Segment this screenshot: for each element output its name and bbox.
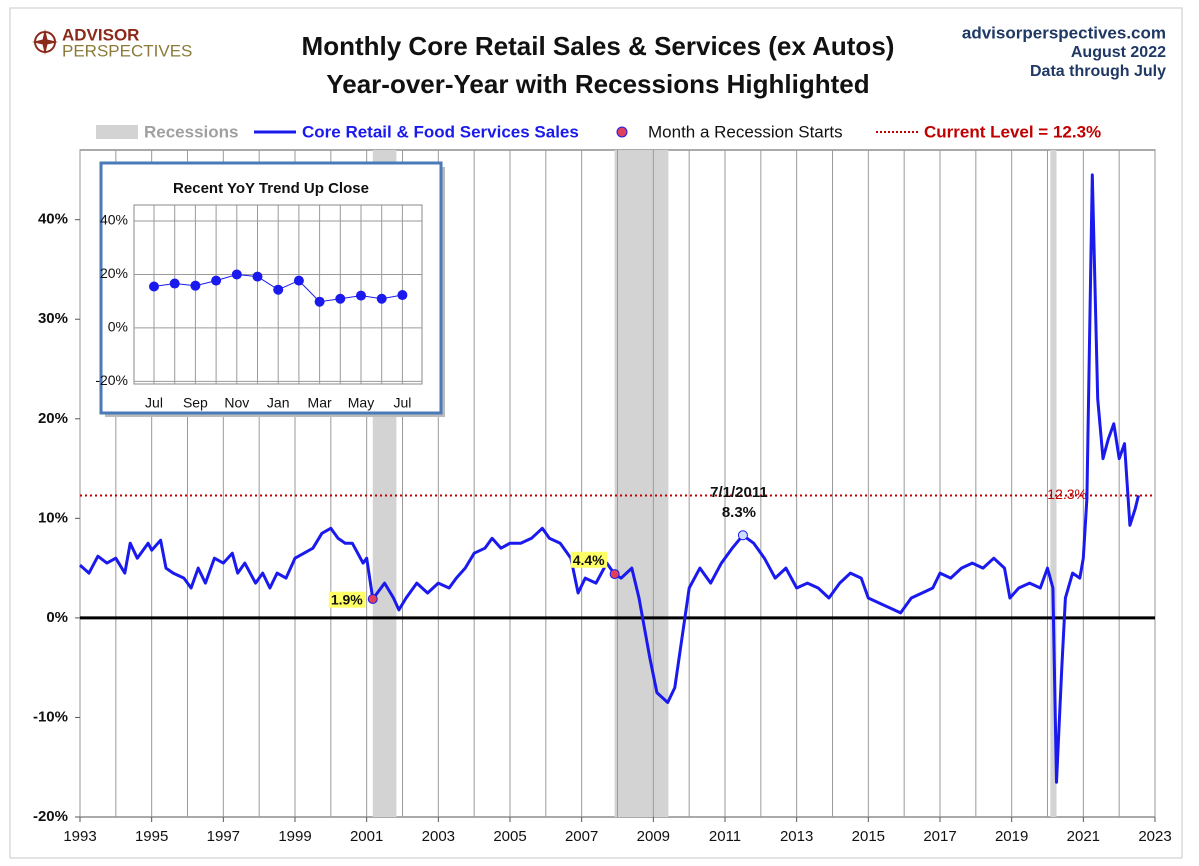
chart-title: Monthly Core Retail Sales & Services (ex… (302, 31, 895, 61)
point (293, 275, 304, 286)
x-tick-label: May (348, 395, 374, 411)
legend-label: Current Level = 12.3% (924, 122, 1101, 141)
chart-subtitle: Year-over-Year with Recessions Highlight… (326, 69, 869, 99)
label-highlight (328, 591, 366, 608)
point (376, 293, 387, 304)
y-tick-label: 40% (100, 212, 128, 228)
legend-swatch (616, 126, 628, 138)
point (335, 293, 346, 304)
legend-label: Month a Recession Starts (648, 122, 843, 141)
y-tick-label: 20% (38, 410, 68, 427)
current-level-label: 12.3% (1047, 486, 1087, 502)
point (356, 290, 366, 301)
x-tick-label: Mar (308, 395, 332, 411)
y-tick-label: 30% (38, 310, 68, 327)
logo-text: ADVISOR (62, 25, 139, 44)
x-tick-label: 2013 (780, 828, 813, 845)
point (273, 284, 284, 295)
label-highlight (570, 551, 608, 568)
point (397, 290, 408, 301)
x-tick-label: 2023 (1138, 828, 1171, 845)
y-tick-label: 10% (38, 509, 68, 526)
point (211, 275, 222, 286)
point (190, 280, 201, 291)
x-tick-label: 2003 (422, 828, 455, 845)
annotation-point (737, 530, 748, 541)
y-tick-label: -20% (33, 808, 68, 825)
logo: ADVISOR PERSPECTIVES (32, 25, 192, 60)
x-tick-label: Jul (393, 395, 411, 411)
x-tick-label: 2017 (923, 828, 956, 845)
x-tick-label: 2019 (995, 828, 1028, 845)
recession-start (609, 569, 620, 580)
x-tick-label: 2001 (350, 828, 383, 845)
source: advisorperspectives.com (962, 23, 1166, 42)
source: August 2022 (1071, 44, 1166, 61)
x-tick-label: 1993 (63, 828, 96, 845)
y-tick-label: 0% (46, 609, 68, 626)
point (231, 269, 242, 280)
x-tick-label: Jul (145, 395, 163, 411)
x-tick-label: 2007 (565, 828, 598, 845)
x-tick-label: 2021 (1067, 828, 1100, 845)
point (169, 278, 180, 289)
x-tick-label: Nov (224, 395, 249, 411)
source: Data through July (1030, 63, 1166, 80)
recession-start-label: 4.4% (573, 552, 605, 568)
y-tick-label: 20% (100, 265, 128, 281)
frame (9, 7, 1183, 859)
recession-start (367, 593, 378, 604)
legend-label: Core Retail & Food Services Sales (302, 122, 579, 141)
y-tick-label: 0% (108, 319, 128, 335)
x-tick-label: Jan (267, 395, 290, 411)
x-tick-label: Sep (183, 395, 208, 411)
y-tick-label: -20% (95, 372, 128, 388)
legend-label: Recessions (144, 122, 239, 141)
series-line (79, 173, 1140, 784)
point (314, 296, 325, 307)
x-tick-label: 2011 (709, 828, 741, 845)
x-tick-label: 1997 (207, 828, 240, 845)
legend: Recessions Core Retail & Food Services S… (96, 122, 1101, 141)
y-tick-label: 40% (38, 211, 68, 228)
recession-band (1050, 150, 1057, 817)
annotation-label: 8.3% (722, 504, 756, 521)
recession-band (614, 150, 669, 817)
legend-swatch (96, 125, 138, 139)
x-tick-label: 2005 (493, 828, 526, 845)
point (252, 271, 263, 282)
point (149, 281, 159, 292)
recession-start-label: 1.9% (331, 592, 363, 608)
y-tick-label: -10% (33, 708, 68, 725)
x-tick-label: 1999 (278, 828, 311, 845)
inset: Recent YoY Trend Up Close Jul Sep Nov Jan Mar… (95, 161, 445, 417)
logo-text: PERSPECTIVES (62, 41, 192, 60)
annotation-date: 7/1/2011 (710, 484, 768, 501)
logo-star (32, 29, 58, 55)
x-tick-label: 2015 (852, 828, 885, 845)
inset-title: Recent YoY Trend Up Close (173, 180, 369, 197)
x-tick-label: 1995 (135, 828, 168, 845)
x-tick-label: 2009 (637, 828, 670, 845)
